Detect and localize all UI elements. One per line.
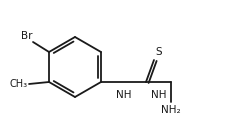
Text: Br: Br [21,31,32,41]
Text: CH₃: CH₃ [10,79,28,89]
Text: NH: NH [151,90,166,100]
Text: NH₂: NH₂ [161,105,181,115]
Text: NH: NH [116,90,131,100]
Text: S: S [155,47,162,57]
